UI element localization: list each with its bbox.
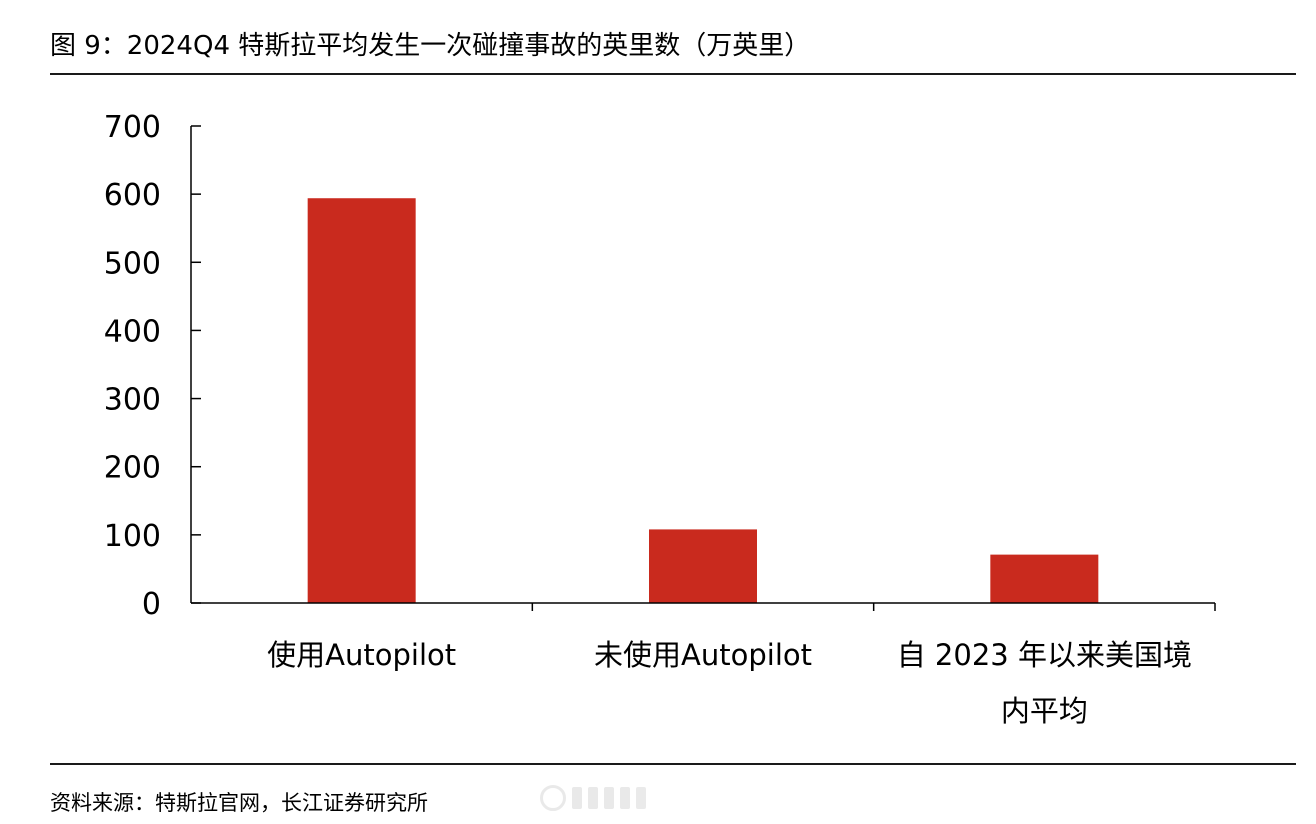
x-category-label: 内平均	[1001, 694, 1088, 728]
y-tick-label: 300	[104, 383, 161, 418]
y-tick-label: 200	[104, 451, 161, 486]
bar-chart: 0 100 200 300 400 500 600 700 使用Autopilot 未使用Aut…	[104, 110, 1216, 728]
watermark-circle-icon	[540, 785, 566, 811]
watermark-bar-icon	[588, 787, 598, 809]
watermark	[540, 783, 780, 813]
source-note: 资料来源：特斯拉官网，长江证券研究所	[50, 791, 428, 815]
y-tick-label: 500	[104, 246, 161, 281]
bars	[307, 198, 1099, 603]
watermark-bar-icon	[636, 787, 646, 809]
y-tick-label: 100	[104, 519, 161, 554]
y-tick-label: 600	[104, 178, 161, 213]
x-category-label: 自 2023 年以来美国境	[897, 638, 1192, 672]
y-tick-label: 400	[104, 314, 161, 349]
source-divider	[50, 763, 1296, 765]
bar-1	[307, 198, 416, 603]
watermark-bar-icon	[620, 787, 630, 809]
axes	[190, 126, 1216, 611]
y-axis-ticks: 0 100 200 300 400 500 600 700	[104, 110, 201, 622]
bar-3	[990, 554, 1099, 603]
figure-title: 图 9：2024Q4 特斯拉平均发生一次碰撞事故的英里数（万英里）	[50, 31, 811, 61]
x-category-label: 未使用Autopilot	[594, 638, 812, 672]
y-tick-label: 700	[104, 110, 161, 145]
watermark-bar-icon	[604, 787, 614, 809]
x-category-label: 使用Autopilot	[267, 638, 456, 672]
watermark-bar-icon	[572, 787, 582, 809]
title-divider	[50, 73, 1296, 75]
bar-2	[649, 529, 757, 603]
y-tick-label: 0	[142, 587, 161, 622]
